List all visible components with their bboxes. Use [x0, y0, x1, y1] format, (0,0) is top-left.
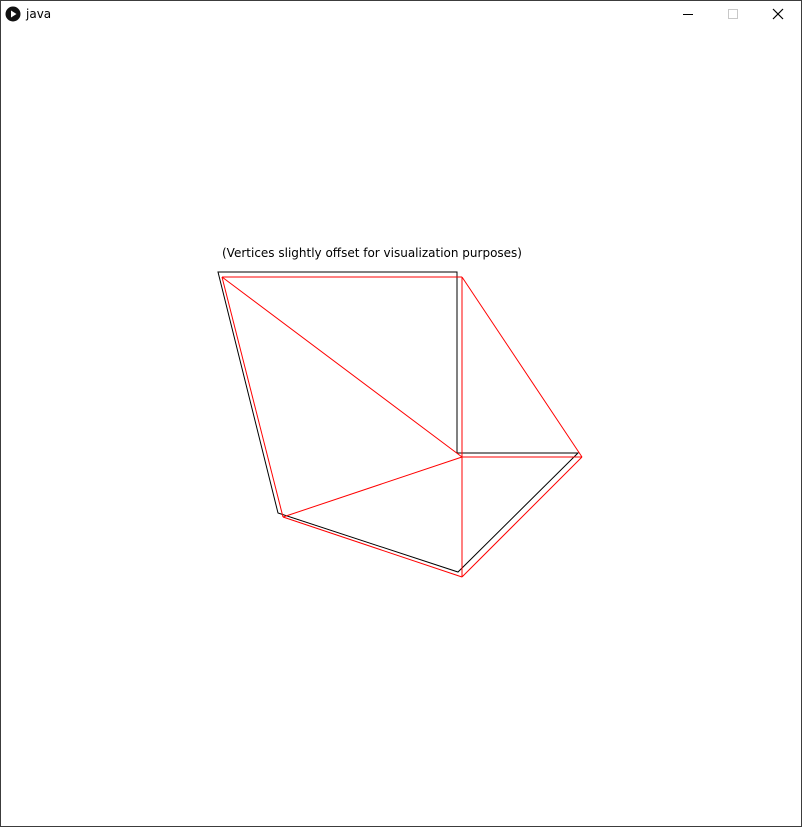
java-play-icon [5, 6, 21, 22]
triangle-edge [221, 276, 463, 458]
maximize-icon [728, 9, 738, 19]
triangle-edge [461, 276, 583, 458]
outline-path [217, 271, 580, 573]
triangulation [221, 276, 583, 578]
title-bar[interactable]: java [1, 1, 801, 27]
polygon-outline [217, 271, 580, 573]
triangle-edge [221, 276, 284, 518]
window-title: java [26, 7, 52, 21]
close-button[interactable] [755, 1, 801, 27]
close-icon [772, 8, 784, 20]
triangle-edge [282, 456, 463, 518]
minimize-button[interactable] [665, 1, 711, 27]
triangle-edge [461, 456, 583, 578]
maximize-button[interactable] [710, 1, 756, 27]
canvas-caption: (Vertices slightly offset for visualizat… [222, 246, 522, 260]
minimize-icon [683, 14, 693, 15]
triangle-edge [282, 516, 463, 578]
drawing-canvas[interactable]: (Vertices slightly offset for visualizat… [1, 27, 801, 826]
